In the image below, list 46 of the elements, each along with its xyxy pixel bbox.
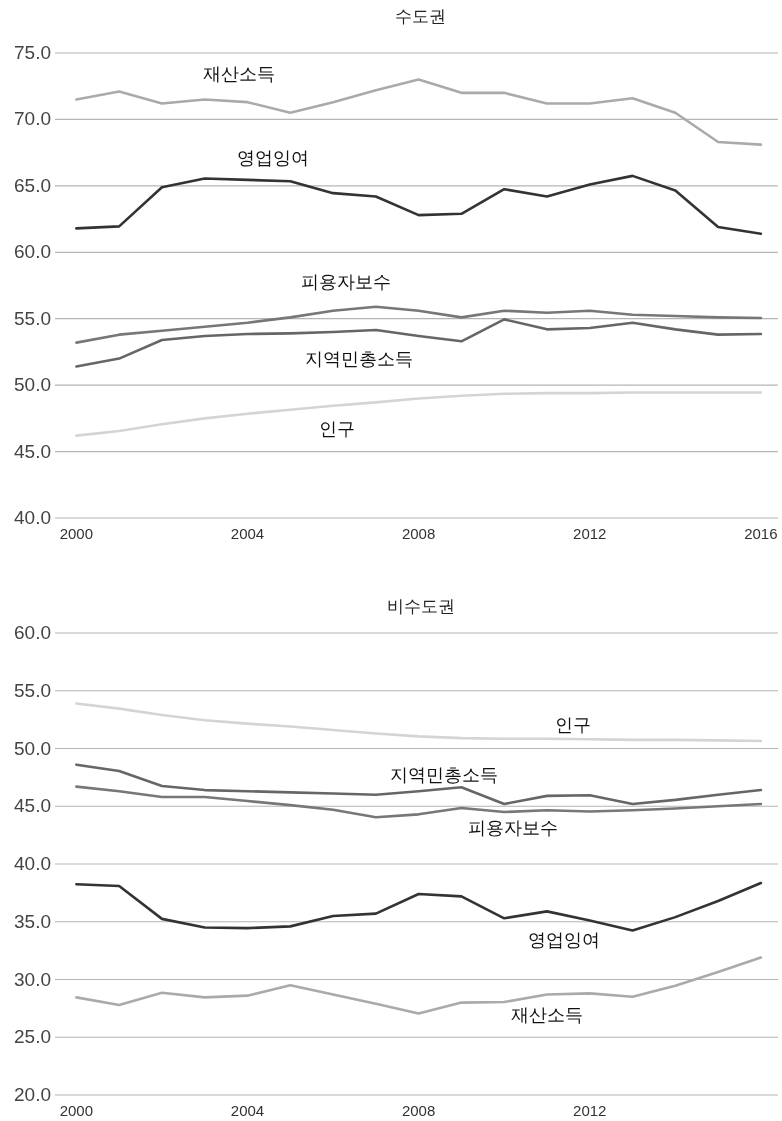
chart-title: 비수도권 [386, 597, 455, 616]
line-series [75, 391, 763, 437]
series-label: 영업잉여 [528, 930, 601, 951]
line-series [75, 785, 763, 819]
line-series [75, 881, 763, 932]
line-series [75, 318, 763, 368]
y-tick-label: 60.0 [14, 241, 51, 263]
series-label: 재산소득 [202, 64, 275, 85]
y-tick-label: 45.0 [14, 795, 51, 817]
series-label: 피용자보수 [300, 271, 391, 292]
y-tick-label: 65.0 [14, 174, 51, 196]
y-tick-label: 35.0 [14, 910, 51, 932]
y-tick-label: 75.0 [14, 42, 51, 63]
y-tick-label: 40.0 [14, 853, 51, 874]
y-tick-label: 70.0 [14, 108, 51, 130]
x-tick-label: 2000 [59, 1102, 94, 1119]
x-tick-label: 2016 [744, 525, 778, 542]
y-tick-label: 50.0 [14, 374, 51, 396]
y-tick-label: 20.0 [14, 1084, 51, 1105]
series-label: 인구 [554, 715, 591, 736]
x-tick-label: 2000 [59, 525, 94, 542]
y-tick-label: 50.0 [14, 737, 51, 759]
series-label: 피용자보수 [467, 818, 558, 839]
line-series [75, 702, 763, 743]
x-tick-label: 2012 [573, 1102, 607, 1119]
series-label: 지역민총소득 [390, 764, 499, 785]
line-series [75, 763, 763, 806]
x-tick-label: 2004 [230, 525, 265, 542]
y-tick-label: 60.0 [14, 622, 51, 643]
x-tick-label: 2012 [573, 525, 607, 542]
line-series [75, 174, 763, 235]
y-tick-label: 25.0 [14, 1026, 51, 1048]
x-tick-label: 2004 [230, 1102, 265, 1119]
chart-title: 수도권 [395, 7, 446, 26]
series-label: 영업잉여 [237, 148, 310, 169]
y-tick-label: 40.0 [14, 507, 51, 528]
y-tick-label: 55.0 [14, 307, 51, 329]
y-tick-label: 30.0 [14, 968, 51, 990]
series-label: 지역민총소득 [304, 348, 413, 369]
line-series [75, 305, 763, 344]
series-label: 재산소득 [510, 1005, 583, 1026]
series-label: 인구 [319, 419, 356, 440]
x-tick-label: 2008 [401, 1102, 436, 1119]
y-tick-label: 55.0 [14, 679, 51, 701]
y-tick-label: 45.0 [14, 440, 51, 462]
x-tick-label: 2008 [401, 525, 436, 542]
